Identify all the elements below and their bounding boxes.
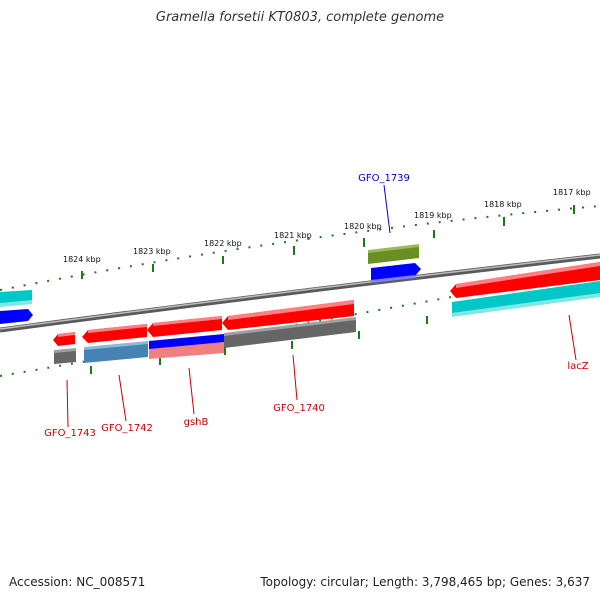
gene-label-gfo-1742: GFO_1742 [101,423,153,434]
gene-label-gshb: gshB [184,417,209,428]
gene-gray-1743 [54,349,76,364]
gene-label-gfo-1740: GFO_1740 [273,403,325,414]
gene-label-lacz: lacZ [567,361,588,372]
gene-gshb [147,316,222,337]
gene-blue-left [0,309,33,324]
map-title: Gramella forsetii KT0803, complete genom… [155,10,445,25]
gene-cyan-right [452,281,600,316]
upper-scale-ruler [0,205,600,291]
genome-backbone-highlight [0,254,600,330]
scale-label-1824: 1824 kbp [63,255,101,264]
scale-label-1818: 1818 kbp [484,200,522,209]
scale-labels: 1824 kbp 1823 kbp 1822 kbp 1821 kbp 1820… [63,188,591,264]
scale-label-1823: 1823 kbp [133,247,171,256]
forward-features [0,244,600,324]
scale-label-1821: 1821 kbp [274,231,312,240]
scale-label-1819: 1819 kbp [414,211,452,220]
gene-label-gfo-1743: GFO_1743 [44,428,96,439]
gene-labels: GFO_1739 GFO_1743 GFO_1742 gshB GFO_1740… [44,173,589,439]
scale-label-1817: 1817 kbp [553,188,591,197]
genome-backbone [0,253,600,333]
gene-gfo-1742 [82,324,147,343]
accession-text: Accession: NC_008571 [9,575,146,589]
scale-label-1822: 1822 kbp [204,239,242,248]
genome-summary-text: Topology: circular; Length: 3,798,465 bp… [260,575,590,589]
gene-gray-1740 [224,318,356,348]
gene-label-gfo-1739: GFO_1739 [358,173,410,184]
gene-salmon-gshb [149,342,224,359]
scale-label-1820: 1820 kbp [344,222,382,231]
label-leaders [66,184,577,428]
reverse-features [53,300,356,364]
